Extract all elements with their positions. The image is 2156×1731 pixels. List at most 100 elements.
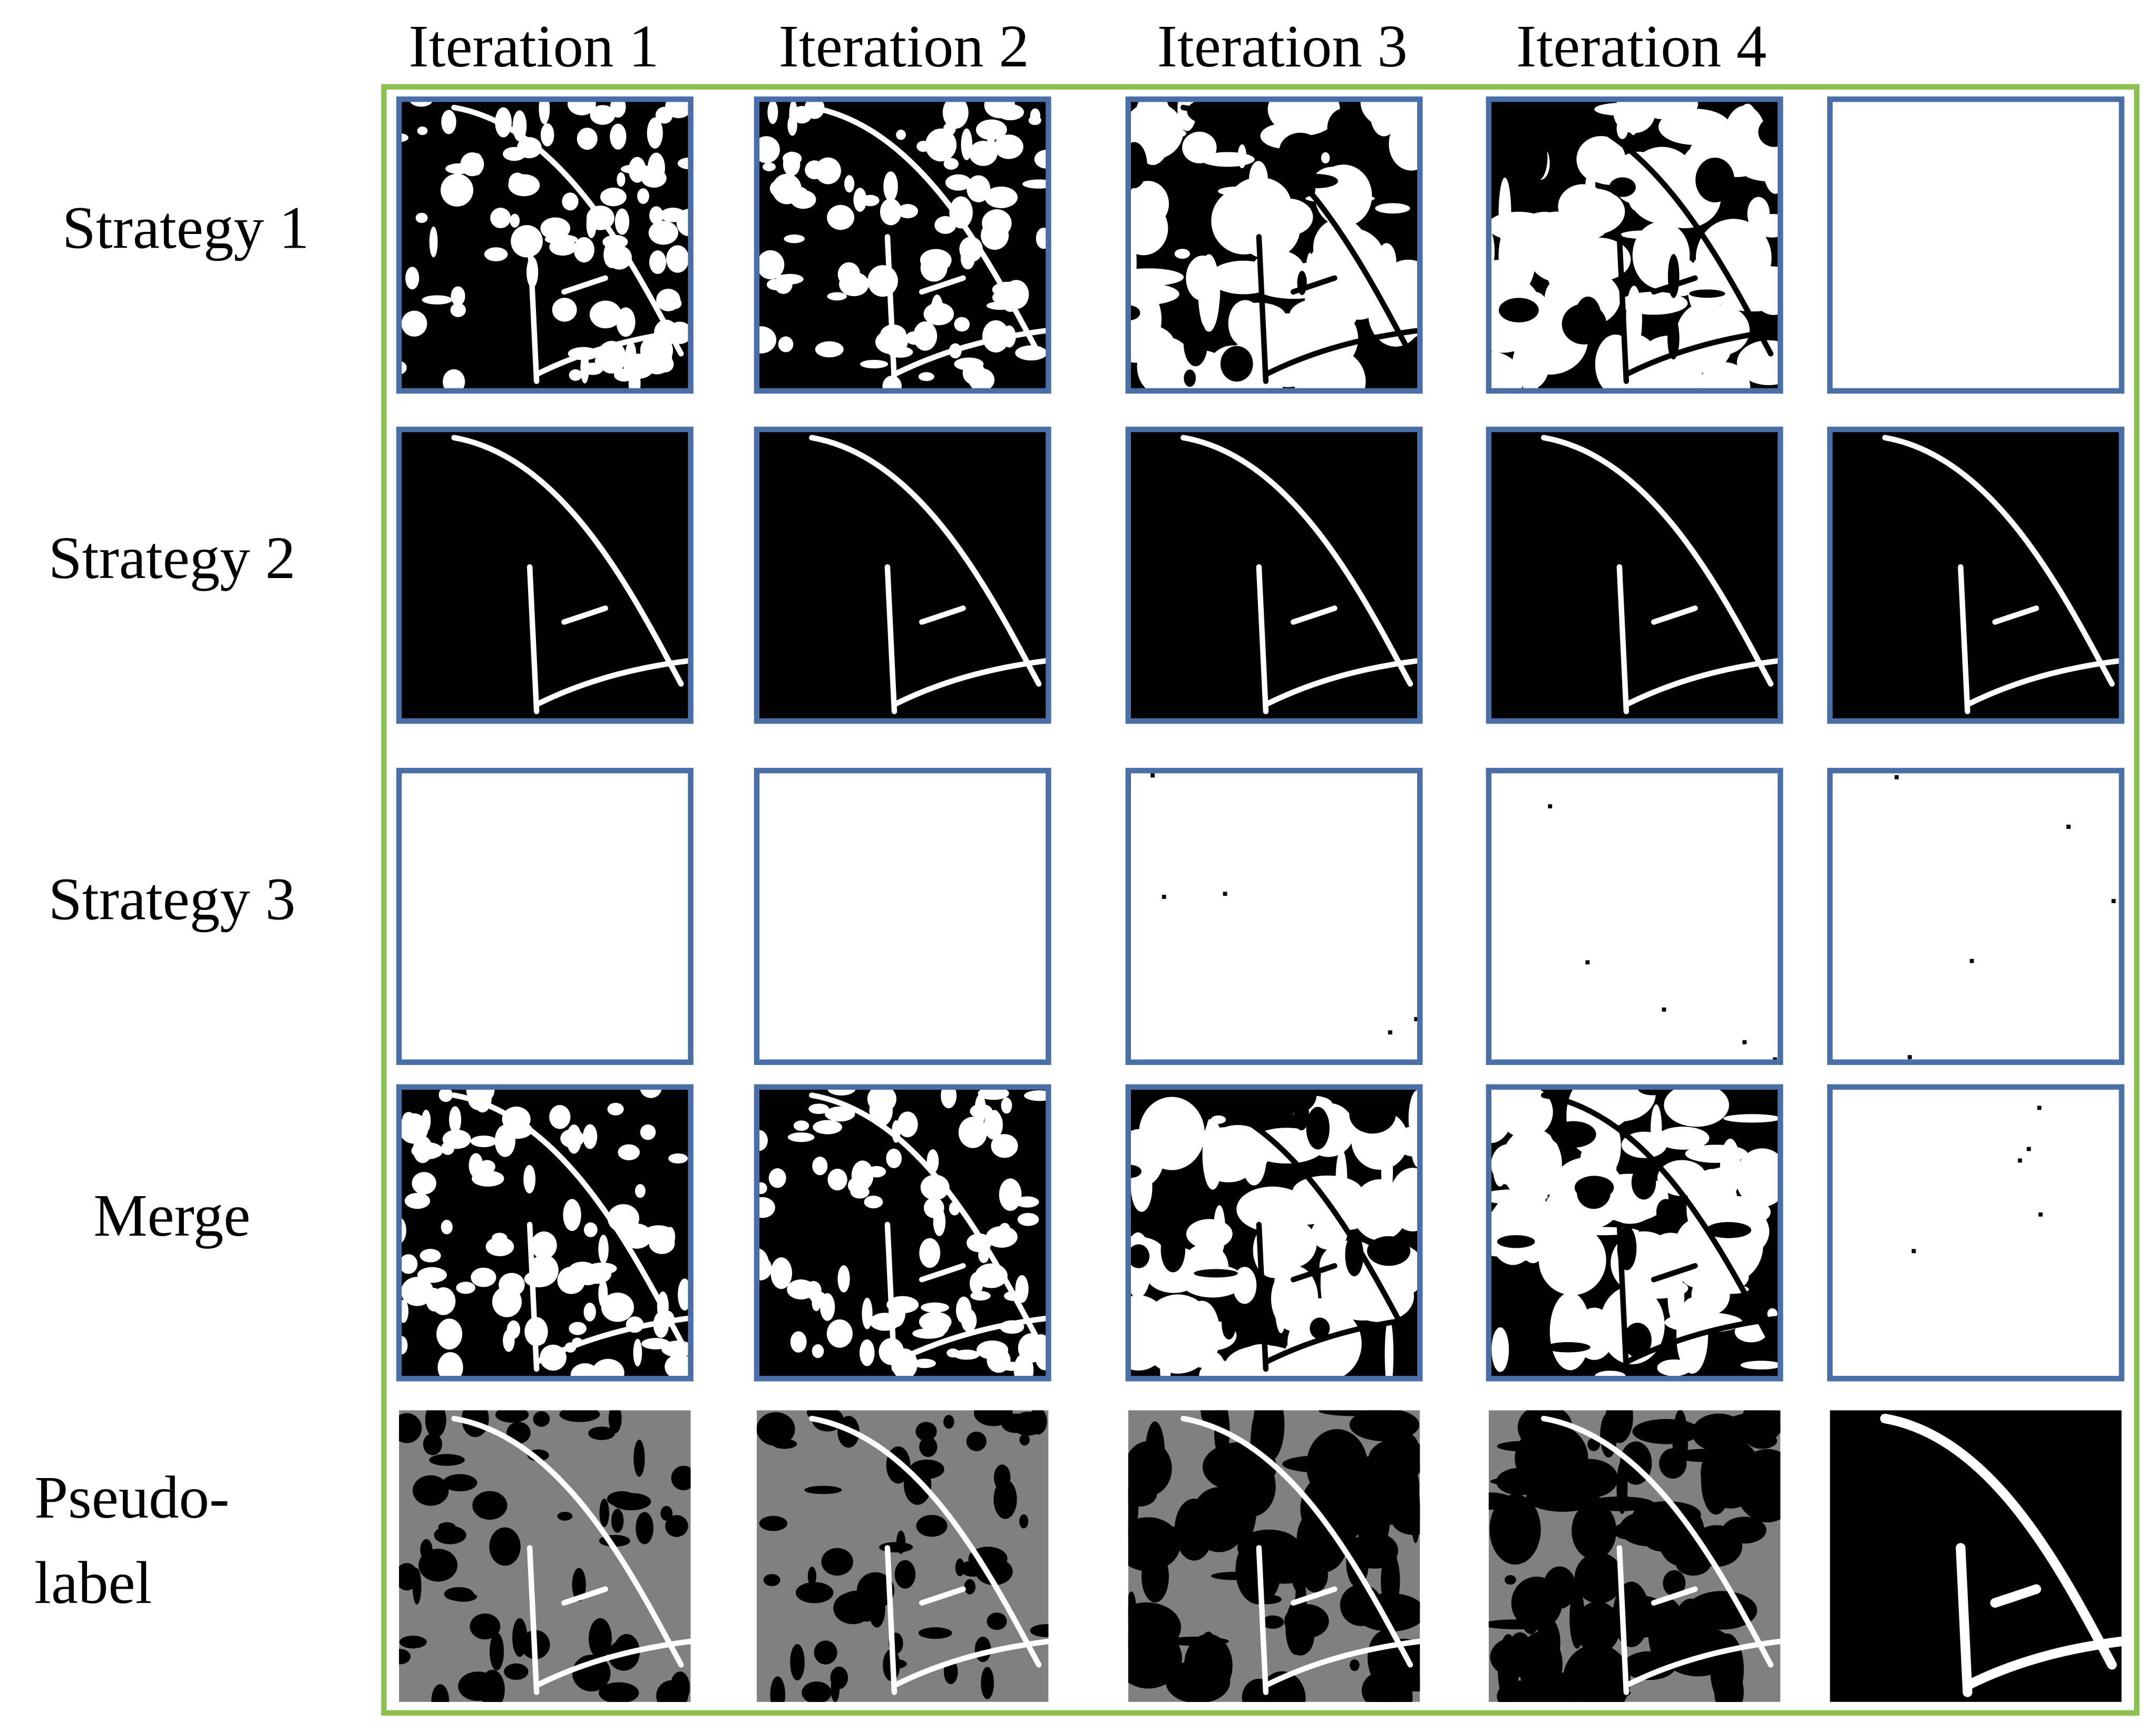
blob <box>756 326 777 354</box>
blob <box>912 1328 945 1339</box>
blob <box>1574 1552 1624 1604</box>
blob <box>1511 1577 1563 1630</box>
thumbnail-content <box>756 99 1049 391</box>
blob <box>399 1113 428 1144</box>
blob <box>1019 1434 1030 1446</box>
blob <box>1488 1087 1538 1110</box>
dot <box>2017 1158 2022 1163</box>
blob <box>417 126 428 135</box>
blob <box>441 173 474 207</box>
blob <box>1550 1121 1596 1148</box>
blob <box>826 1319 853 1348</box>
blob <box>1015 1275 1029 1303</box>
blob <box>1001 1097 1012 1114</box>
vessel <box>1180 1092 1420 1372</box>
blob <box>802 1681 832 1702</box>
blob <box>778 336 794 353</box>
thumbnail-bg <box>756 429 1049 721</box>
blob <box>617 172 626 187</box>
blob <box>415 212 428 223</box>
blob <box>759 1515 788 1531</box>
blob <box>479 1160 495 1173</box>
blob <box>886 1296 919 1314</box>
blob <box>425 1288 443 1312</box>
thumbnail-border <box>1486 96 1783 394</box>
thumbnail-bg <box>399 770 691 1062</box>
blob <box>815 157 841 184</box>
blob <box>649 250 667 275</box>
blob <box>1367 1236 1411 1266</box>
blob <box>1128 305 1140 321</box>
blob <box>620 164 652 174</box>
blob <box>471 1267 496 1287</box>
blob <box>1314 164 1372 227</box>
blob <box>1577 1176 1611 1209</box>
thumbnail <box>1125 426 1423 724</box>
dot <box>2038 1212 2043 1217</box>
blob <box>559 1410 600 1422</box>
thumbnail-content <box>399 770 691 1062</box>
blob <box>1282 1331 1341 1379</box>
blob <box>429 1454 465 1466</box>
blob <box>583 1222 598 1237</box>
blob <box>807 1567 816 1586</box>
blob <box>640 1124 656 1140</box>
blob <box>976 1340 1009 1360</box>
blob <box>1291 1546 1308 1593</box>
blob <box>790 1644 805 1681</box>
thumbnail-content <box>756 429 1049 721</box>
blob <box>1664 1087 1729 1127</box>
vessel <box>1541 1415 1781 1695</box>
blob <box>1253 1410 1285 1462</box>
vessel <box>451 104 691 384</box>
dot <box>2111 899 2116 903</box>
blob <box>770 1257 792 1289</box>
dot <box>1223 892 1227 896</box>
blob <box>1526 1671 1579 1702</box>
blob <box>628 368 641 391</box>
blob <box>1408 1090 1420 1147</box>
blob <box>600 187 627 207</box>
blob <box>540 123 554 146</box>
blob <box>918 372 934 382</box>
blob <box>793 1120 809 1131</box>
blob <box>637 188 649 204</box>
blob <box>981 1667 994 1699</box>
blob <box>975 119 1007 140</box>
thumbnail-content <box>1488 429 1781 721</box>
dot <box>1414 1017 1419 1021</box>
blob <box>489 1527 521 1566</box>
blob <box>1128 322 1175 363</box>
blob <box>1381 1551 1400 1611</box>
thumbnail-border <box>1125 426 1423 724</box>
blob <box>933 1207 946 1236</box>
blob <box>601 1293 634 1322</box>
blob <box>810 1291 826 1304</box>
thumbnail-content <box>1830 429 2122 721</box>
thumbnail <box>1128 1410 1420 1702</box>
blob <box>1128 282 1179 306</box>
thumbnail-content <box>1128 770 1420 1062</box>
thumbnail-border <box>1125 96 1423 394</box>
blob <box>999 1223 1010 1235</box>
dot <box>1969 959 1974 963</box>
blob <box>931 295 943 325</box>
thumbnail <box>754 768 1051 1065</box>
blob <box>1310 1317 1330 1339</box>
blob <box>763 1573 781 1587</box>
group-frame <box>381 84 2140 1716</box>
dot <box>1907 1055 1912 1060</box>
blob <box>1632 1419 1701 1444</box>
blob <box>524 1270 554 1287</box>
blob <box>437 1352 463 1379</box>
blob <box>1209 260 1278 295</box>
blob <box>859 1339 875 1366</box>
blob <box>665 1227 676 1247</box>
thumbnail <box>1488 1410 1781 1702</box>
blob <box>756 1256 772 1280</box>
blob <box>1528 134 1548 181</box>
blob <box>1327 108 1362 148</box>
blob <box>484 247 508 261</box>
vessel <box>451 1092 691 1372</box>
blob <box>1128 181 1169 227</box>
